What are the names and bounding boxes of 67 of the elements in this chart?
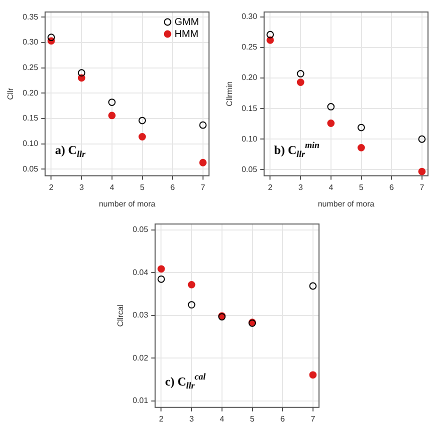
y-tick-label: 0.02 <box>132 353 149 362</box>
y-tick-label: 0.15 <box>242 104 258 113</box>
y-tick-label: 0.05 <box>132 225 149 234</box>
y-axis-title: Cllr <box>6 88 16 100</box>
x-tick-label: 4 <box>328 182 334 192</box>
x-axis-title: number of mora <box>98 199 156 208</box>
y-tick-label: 0.05 <box>22 164 39 174</box>
y-tick-label: 0.30 <box>242 12 258 22</box>
y-tick-label: 0.10 <box>242 134 258 144</box>
y-tick-label: 0.25 <box>22 62 39 72</box>
point <box>266 30 274 38</box>
point <box>327 103 335 110</box>
x-tick-label: 7 <box>200 182 206 192</box>
legend-label: HMM <box>174 28 198 40</box>
x-tick-label: 5 <box>140 182 146 192</box>
x-tick-label: 4 <box>110 182 115 192</box>
point <box>108 112 116 120</box>
point <box>138 116 146 124</box>
y-tick-label: 0.35 <box>22 12 39 22</box>
point <box>418 135 426 143</box>
point <box>48 34 55 42</box>
x-tick-label: 7 <box>310 414 316 424</box>
point <box>78 69 86 77</box>
y-axis-title: Cllrmin <box>225 81 234 106</box>
point <box>199 158 207 166</box>
point <box>358 144 365 152</box>
x-tick-label: 2 <box>268 182 274 192</box>
point <box>158 265 165 273</box>
x-axis-title: number of mora <box>318 199 375 208</box>
point <box>158 275 165 283</box>
y-axis-title: Cllrcal <box>116 304 126 327</box>
x-tick-label: 5 <box>250 414 256 424</box>
point <box>358 124 365 132</box>
legend-label: GMM <box>174 16 200 28</box>
x-tick-label: 3 <box>79 182 84 192</box>
point <box>266 36 274 44</box>
y-tick-label: 0.15 <box>22 114 39 123</box>
x-tick-label: 4 <box>220 414 225 424</box>
point <box>138 133 146 140</box>
y-tick-label: 0.04 <box>132 268 149 277</box>
y-tick-label: 0.20 <box>242 73 258 82</box>
y-tick-label: 0.10 <box>22 139 39 148</box>
x-tick-label: 6 <box>389 182 394 192</box>
point <box>309 282 317 290</box>
point <box>188 281 196 288</box>
y-tick-label: 0.30 <box>22 38 39 47</box>
y-tick-label: 0.01 <box>132 396 149 406</box>
x-tick-label: 2 <box>49 182 54 192</box>
point <box>199 121 207 129</box>
y-tick-label: 0.20 <box>22 88 39 98</box>
point <box>327 120 335 127</box>
x-tick-label: 3 <box>189 414 194 424</box>
y-tick-label: 0.03 <box>132 310 149 320</box>
point <box>418 168 426 176</box>
point <box>309 371 317 379</box>
point <box>296 78 304 86</box>
x-tick-label: 3 <box>298 182 304 192</box>
x-tick-label: 5 <box>359 182 364 192</box>
point <box>296 70 304 78</box>
point <box>188 301 196 308</box>
y-tick-label: 0.25 <box>242 42 258 52</box>
x-tick-label: 6 <box>280 414 286 424</box>
y-tick-label: 0.05 <box>242 164 258 174</box>
x-tick-label: 2 <box>159 414 164 424</box>
x-tick-label: 6 <box>170 182 176 192</box>
x-tick-label: 7 <box>420 182 425 192</box>
point <box>108 98 116 106</box>
